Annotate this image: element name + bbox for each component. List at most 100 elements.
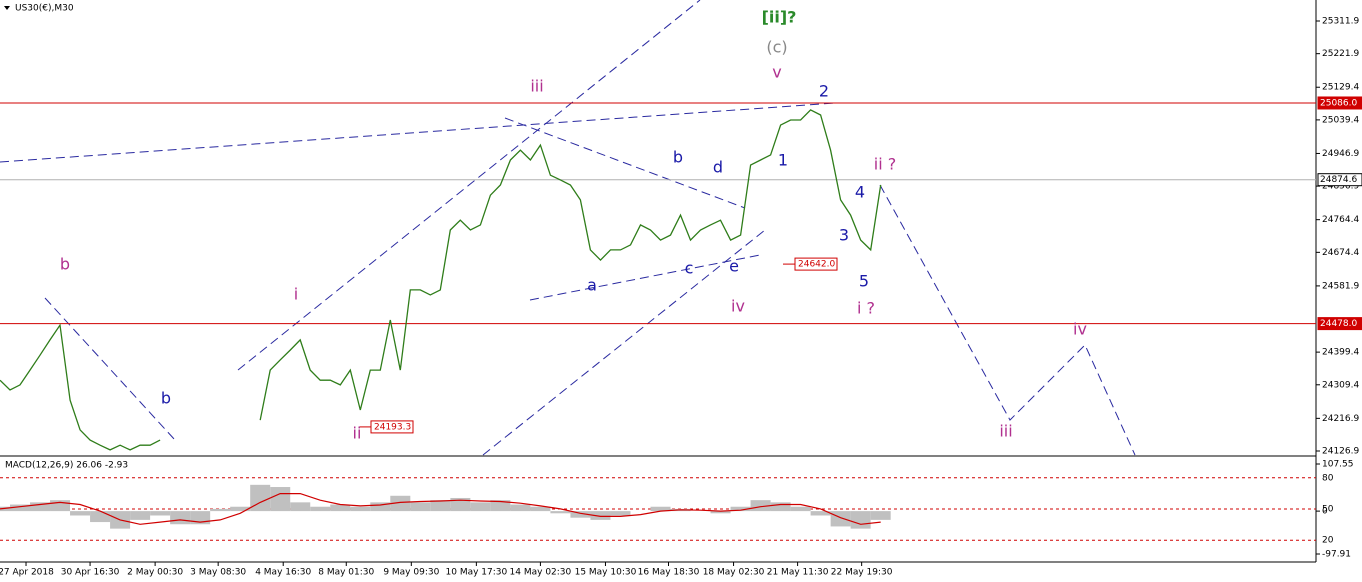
y-tick-label: 24216.9 bbox=[1322, 414, 1359, 424]
wave-label: 1 bbox=[778, 151, 788, 170]
x-tick-label: 16 May 18:30 bbox=[638, 568, 700, 578]
macd-bar bbox=[170, 511, 191, 525]
trend-line bbox=[482, 229, 766, 456]
indicator-title: MACD(12,26,9) 26.06 -2.93 bbox=[5, 461, 128, 471]
wave-label: a bbox=[587, 276, 597, 295]
x-tick-label: 18 May 02:30 bbox=[703, 568, 765, 578]
wave-label: iv bbox=[1073, 320, 1087, 339]
x-tick-label: 2 May 00:30 bbox=[127, 568, 183, 578]
trend-line bbox=[44, 297, 176, 441]
macd-bar bbox=[770, 502, 791, 512]
x-tick-label: 3 May 08:30 bbox=[190, 568, 246, 578]
macd-bar bbox=[130, 511, 151, 520]
macd-bar bbox=[470, 502, 491, 512]
projection-path bbox=[879, 184, 1136, 456]
wave-label: (c) bbox=[766, 38, 787, 57]
y-tick-label: 25129.4 bbox=[1322, 83, 1359, 93]
wave-label: b bbox=[673, 148, 683, 167]
macd-bar bbox=[30, 502, 51, 512]
y-tick-label: 24674.4 bbox=[1322, 248, 1359, 258]
macd-bar bbox=[790, 506, 811, 512]
y-tick-label: 25039.4 bbox=[1322, 115, 1359, 125]
x-tick-label: 9 May 09:30 bbox=[383, 568, 439, 578]
wave-label: v bbox=[772, 63, 781, 82]
macd-bar bbox=[550, 511, 571, 514]
x-tick-label: 15 May 10:30 bbox=[575, 568, 637, 578]
y-tick-label: 107.55 bbox=[1322, 460, 1354, 470]
x-tick-label: 14 May 02:30 bbox=[510, 568, 572, 578]
wave-label: e bbox=[729, 257, 739, 276]
macd-bar bbox=[370, 502, 391, 512]
wave-label: c bbox=[685, 259, 694, 278]
macd-bar bbox=[750, 500, 771, 512]
wave-label: ii bbox=[353, 424, 362, 443]
wave-label: [ii]? bbox=[762, 8, 797, 27]
macd-bar bbox=[210, 508, 231, 512]
wave-label: d bbox=[713, 158, 723, 177]
macd-bar bbox=[430, 500, 451, 512]
wave-label: i bbox=[294, 285, 298, 304]
macd-bar bbox=[730, 506, 751, 512]
price-tag-label: 24642.0 bbox=[798, 260, 835, 270]
y-tick-label: 25311.9 bbox=[1322, 17, 1359, 27]
macd-bar bbox=[150, 511, 171, 516]
macd-bar bbox=[610, 511, 631, 516]
macd-bar bbox=[870, 511, 891, 520]
y2-tick-label: 50 bbox=[1322, 505, 1334, 515]
macd-bar bbox=[50, 500, 71, 512]
wave-label: 4 bbox=[855, 183, 865, 202]
y-tick-label: 24764.4 bbox=[1322, 215, 1359, 225]
y-tick-label: 24309.4 bbox=[1322, 380, 1359, 390]
signal-line bbox=[0, 493, 881, 525]
macd-bar bbox=[570, 511, 591, 518]
y-tick-label: 24126.9 bbox=[1322, 447, 1359, 457]
macd-bar bbox=[450, 497, 471, 512]
wave-label: b bbox=[161, 389, 171, 408]
menu-arrow bbox=[4, 6, 10, 10]
y-tick-label: 24856.9 bbox=[1322, 182, 1359, 192]
level-tag-label: 24874.6 bbox=[1320, 175, 1357, 185]
x-tick-label: 10 May 17:30 bbox=[446, 568, 508, 578]
macd-bar bbox=[490, 500, 511, 512]
wave-label: 5 bbox=[859, 272, 869, 291]
trend-line bbox=[237, 0, 701, 371]
x-tick-label: 21 May 11:30 bbox=[767, 568, 829, 578]
macd-bar bbox=[530, 506, 551, 512]
wave-label: iv bbox=[731, 297, 745, 316]
macd-bar bbox=[390, 495, 411, 512]
x-tick-label: 4 May 16:30 bbox=[255, 568, 311, 578]
trend-line bbox=[529, 254, 761, 301]
wave-label: 3 bbox=[839, 226, 849, 245]
macd-bar bbox=[230, 506, 251, 512]
macd-bar bbox=[710, 511, 731, 514]
y2-tick-label: 80 bbox=[1322, 473, 1334, 483]
y-tick-label: 24399.4 bbox=[1322, 348, 1359, 358]
y-tick-label: 0 bbox=[1322, 507, 1328, 517]
macd-bar bbox=[850, 511, 871, 529]
x-tick-label: 30 Apr 16:30 bbox=[61, 568, 120, 578]
level-tag bbox=[1317, 173, 1362, 187]
trend-line bbox=[504, 117, 746, 209]
macd-bar bbox=[410, 502, 431, 512]
macd-bar bbox=[10, 504, 31, 512]
y-tick-label: 24946.9 bbox=[1322, 149, 1359, 159]
macd-bar bbox=[810, 511, 831, 516]
macd-bar bbox=[290, 502, 311, 512]
level-tag bbox=[1317, 96, 1362, 110]
price-tag-label: 24193.3 bbox=[374, 422, 411, 432]
price-tag-box bbox=[794, 257, 838, 271]
trend-lines bbox=[0, 0, 1136, 456]
y-tick-label: 24581.9 bbox=[1322, 281, 1359, 291]
wave-label: ii ? bbox=[874, 155, 896, 174]
wave-label: i ? bbox=[857, 299, 875, 318]
price-tag-box bbox=[370, 420, 414, 434]
wave-label: iii bbox=[999, 422, 1012, 441]
macd-bar bbox=[70, 511, 91, 516]
macd-bar bbox=[250, 484, 271, 512]
wave-label: 2 bbox=[819, 82, 829, 101]
macd-bar bbox=[650, 506, 671, 512]
macd-bar bbox=[330, 504, 351, 512]
macd-bar bbox=[310, 506, 331, 512]
